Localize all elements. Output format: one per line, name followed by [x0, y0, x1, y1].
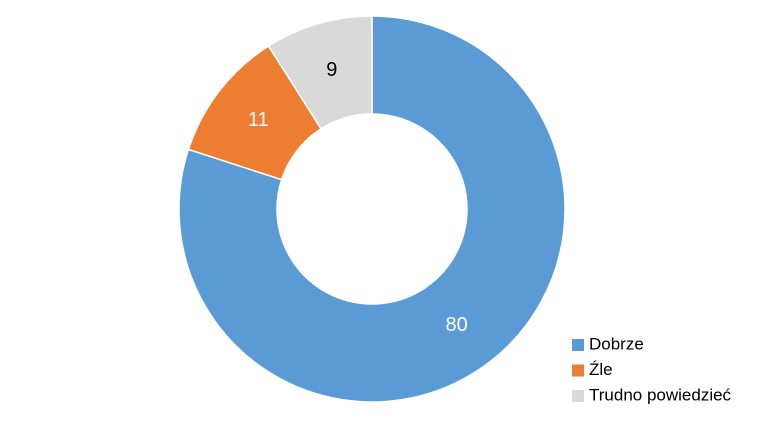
legend-label: Dobrze — [589, 334, 644, 353]
slice — [267, 15, 373, 130]
slice — [178, 15, 566, 403]
value-label: 9 — [326, 59, 337, 81]
legend-swatch — [572, 339, 584, 351]
value-label: 11 — [248, 109, 269, 131]
legend-swatch — [572, 390, 584, 402]
legend-label: Źle — [589, 360, 613, 379]
legend-label: Trudno powiedzieć — [589, 385, 732, 404]
value-label: 80 — [446, 314, 468, 336]
legend-swatch — [572, 364, 584, 377]
